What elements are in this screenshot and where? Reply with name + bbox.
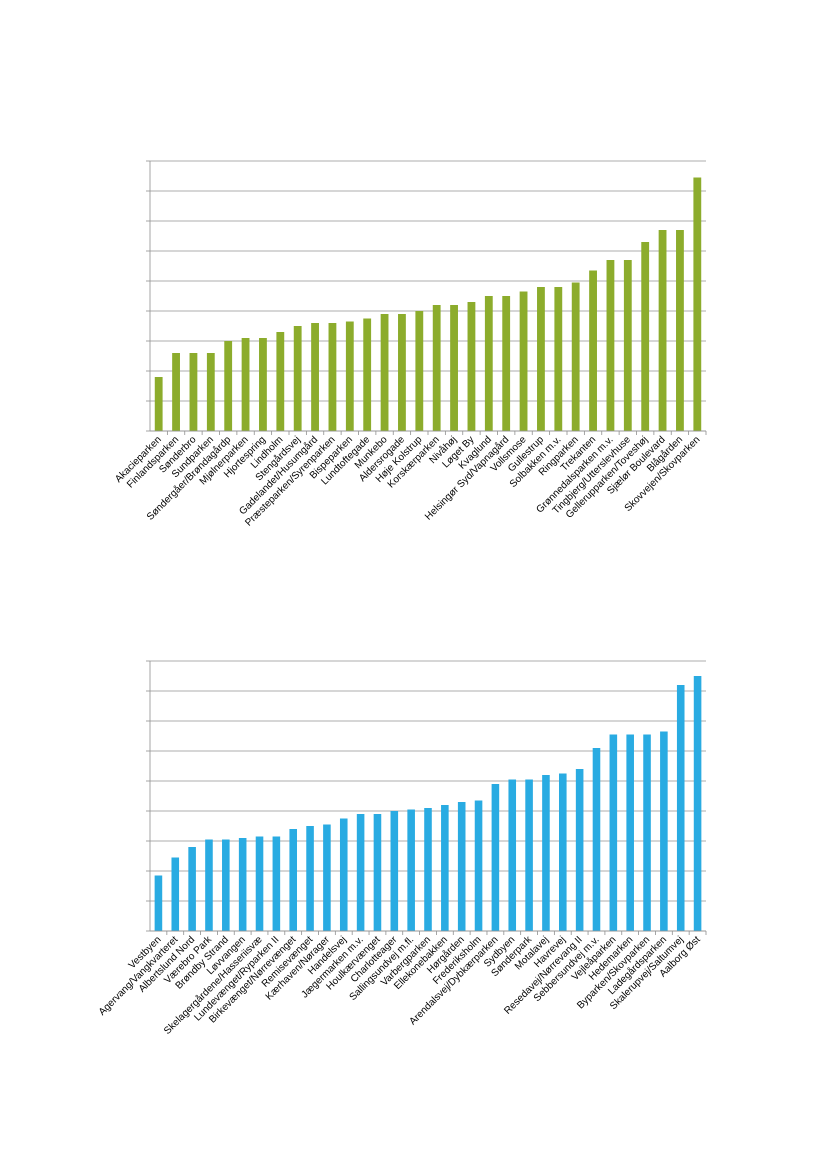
- bar: [508, 779, 517, 931]
- bar: [589, 270, 597, 431]
- bar: [474, 800, 483, 931]
- bar: [450, 305, 458, 431]
- bar: [189, 353, 198, 431]
- bar: [467, 302, 476, 431]
- bar: [241, 338, 250, 431]
- bar: [306, 826, 314, 931]
- bar: [502, 296, 511, 431]
- bar: [289, 829, 298, 931]
- bar: [255, 836, 264, 931]
- bar: [154, 875, 163, 931]
- bar: [415, 311, 424, 431]
- bar: [259, 338, 267, 431]
- bar: [363, 318, 372, 431]
- bar: [441, 805, 449, 931]
- bar: [205, 839, 213, 931]
- chart-1-green-bars: AkacieparkenFinlandsparkenSønderbroSundp…: [113, 160, 707, 529]
- bar: [356, 814, 365, 931]
- bar: [206, 353, 215, 431]
- bar: [606, 260, 615, 431]
- bar: [592, 748, 601, 931]
- bar: [276, 332, 285, 431]
- bar: [542, 775, 550, 931]
- bar: [519, 291, 528, 431]
- bar: [424, 808, 432, 931]
- bar: [345, 321, 354, 431]
- bar: [484, 296, 493, 431]
- bar: [623, 260, 632, 431]
- bar: [373, 814, 382, 931]
- bar: [676, 230, 684, 431]
- bar: [328, 323, 337, 431]
- bar: [238, 838, 247, 931]
- bar: [643, 734, 651, 931]
- bar: [432, 305, 441, 431]
- bar: [311, 323, 319, 431]
- bar: [626, 734, 634, 931]
- bar: [457, 802, 466, 931]
- bar: [609, 734, 618, 931]
- bar: [525, 779, 533, 931]
- bar: [380, 314, 389, 431]
- bar: [293, 326, 302, 431]
- bar: [172, 353, 180, 431]
- bar: [171, 857, 180, 931]
- bar: [323, 824, 331, 931]
- bar: [693, 676, 702, 931]
- bar: [641, 242, 650, 431]
- bar: [222, 839, 230, 931]
- bar: [390, 811, 399, 931]
- bar: [339, 818, 348, 931]
- bar: [407, 809, 415, 931]
- bar: [676, 685, 685, 931]
- bar: [154, 377, 163, 431]
- bar: [272, 836, 281, 931]
- bar: [554, 287, 563, 431]
- bar: [693, 177, 702, 431]
- bar: [660, 731, 668, 931]
- bar: [558, 773, 567, 931]
- bar: [224, 341, 233, 431]
- bar: [571, 282, 580, 431]
- bar: [491, 784, 500, 931]
- bar: [188, 847, 196, 931]
- bar: [537, 287, 545, 431]
- chart-2-blue-bars: VestbyenAgervang/VangkvarteretAlbertslun…: [97, 660, 707, 1037]
- bar: [575, 769, 584, 931]
- bar: [398, 314, 406, 431]
- bar: [658, 230, 667, 431]
